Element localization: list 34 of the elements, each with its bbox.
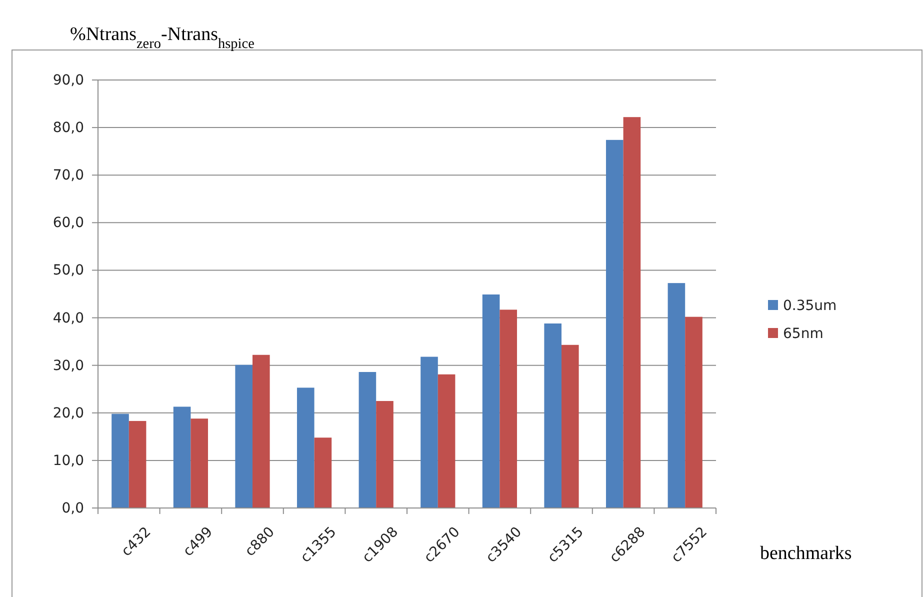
bar <box>420 356 438 508</box>
bar <box>482 294 500 508</box>
x-axis-title: benchmarks <box>760 543 852 564</box>
y-tick-label: 40,0 <box>52 310 84 326</box>
bar <box>623 117 641 508</box>
bar <box>112 414 129 508</box>
y-tick-label: 90,0 <box>52 72 84 88</box>
bar <box>252 354 270 508</box>
bar <box>296 388 314 508</box>
y-tick-label: 60,0 <box>52 215 84 232</box>
y-tick-label: 80,0 <box>52 120 84 136</box>
y-tick-label: 20,0 <box>52 405 84 422</box>
y-tick-label: 0,0 <box>62 500 84 516</box>
bar <box>562 344 579 508</box>
bar <box>235 364 252 508</box>
bar <box>358 372 376 508</box>
bar <box>314 438 332 508</box>
y-tick-label: 50,0 <box>52 262 84 279</box>
bar <box>685 316 702 508</box>
bar <box>438 374 456 508</box>
bar <box>606 140 624 508</box>
bar <box>500 310 518 508</box>
bar <box>668 283 686 508</box>
bar <box>190 418 208 508</box>
bar <box>544 323 562 508</box>
y-axis-title: %Ntrans$_{zero}$-Ntrans$_{hspice}$ <box>70 24 254 52</box>
legend-label: 0.35um <box>783 298 837 314</box>
bar <box>376 401 394 508</box>
y-tick-label: 70,0 <box>52 168 84 184</box>
bar <box>173 406 191 508</box>
y-tick-label: 10,0 <box>52 452 84 469</box>
bar <box>128 420 146 508</box>
legend-label: 65nm <box>783 326 824 342</box>
y-tick-label: 30,0 <box>52 358 84 374</box>
